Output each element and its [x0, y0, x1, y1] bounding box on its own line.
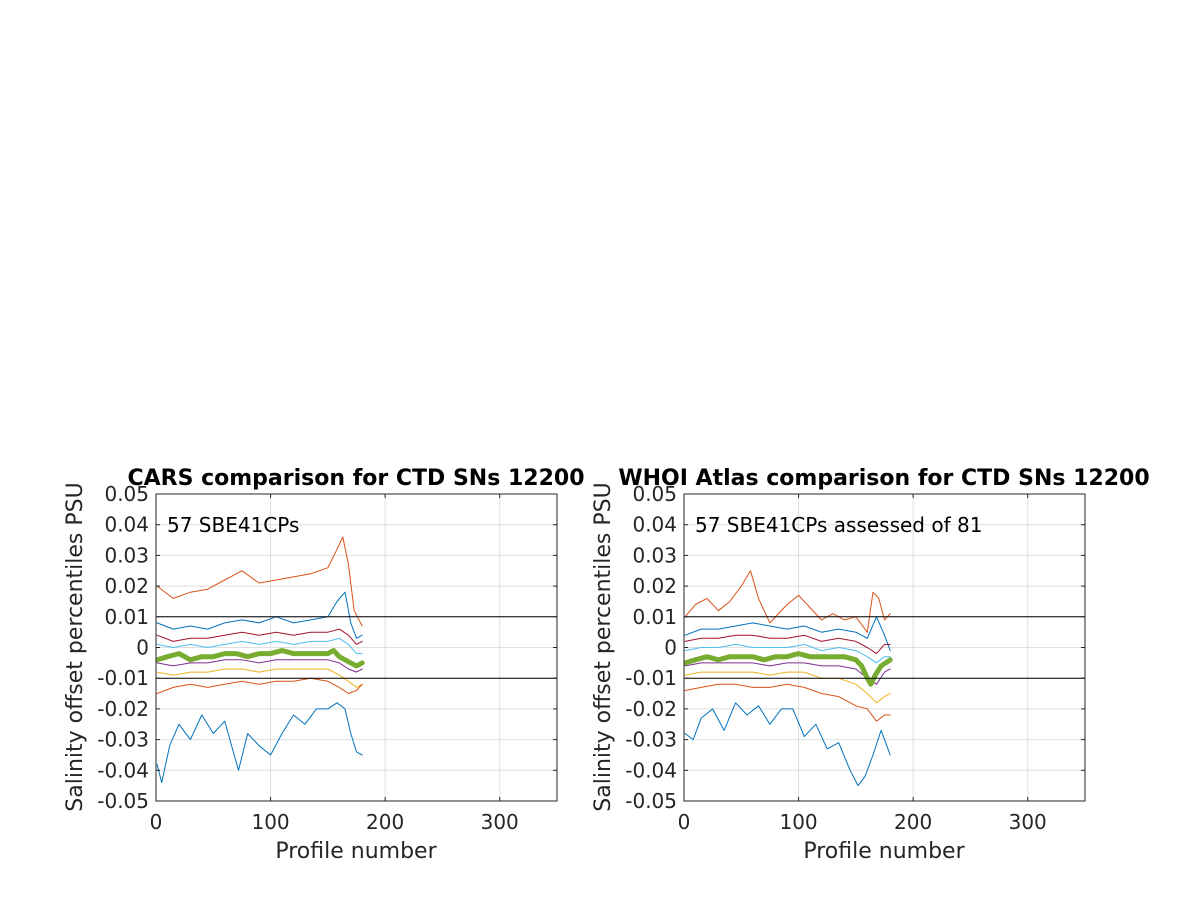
percentile-series-line [684, 671, 891, 704]
x-tick-label: 0 [150, 810, 163, 834]
percentile-series-line [156, 702, 363, 784]
y-tick-label: -0.05 [625, 789, 677, 813]
y-tick-label: -0.02 [97, 697, 149, 721]
cars-plot-title: CARS comparison for CTD SNs 12200 [127, 466, 584, 491]
percentile-series-line [156, 536, 363, 627]
x-tick-label: 100 [251, 810, 289, 834]
y-tick-label: -0.04 [97, 758, 149, 782]
percentile-series-line [684, 616, 891, 652]
y-tick-label: -0.02 [625, 697, 677, 721]
y-tick-label: 0.01 [104, 605, 149, 629]
y-tick-label: 0.03 [632, 543, 677, 567]
x-tick-label: 200 [894, 810, 932, 834]
percentile-series-line [156, 668, 363, 688]
percentile-series-line [684, 683, 891, 722]
plot-area-layer: 0 100 200 300 -0.05 -0.04 -0.03 -0.02 -0.01 0 0.01… [97, 482, 558, 834]
percentile-series-line [684, 643, 891, 664]
whoi-atlas-comparison-plot: 0 100 200 300 -0.05 -0.04 -0.03 -0.02 -0.01 0 0.01… [591, 466, 1150, 864]
x-tick-label: 300 [481, 810, 519, 834]
cars-y-axis-label: Salinity offset percentiles PSU [63, 482, 88, 811]
y-tick-label: 0.02 [632, 574, 677, 598]
median-series-line [684, 651, 893, 687]
series-clip [684, 570, 893, 787]
percentile-series-line [684, 634, 891, 655]
whoi-x-axis-label: Profile number [803, 839, 965, 864]
y-tick-label: 0 [136, 636, 149, 660]
percentile-series-line [156, 677, 363, 694]
x-tick-label: 200 [366, 810, 404, 834]
percentile-series-line [156, 591, 363, 639]
y-tick-label: -0.03 [97, 728, 149, 752]
percentile-series-line [684, 570, 891, 633]
x-tick-label: 100 [779, 810, 817, 834]
y-tick-label: 0.05 [104, 482, 149, 506]
whoi-annotation: 57 SBE41CPs assessed of 81 [695, 513, 982, 537]
x-tick-label: 0 [678, 810, 691, 834]
y-tick-label: -0.01 [97, 666, 149, 690]
percentile-series-line [156, 628, 363, 645]
cars-annotation: 57 SBE41CPs [167, 513, 299, 537]
y-tick-label: 0 [664, 636, 677, 660]
whoi-y-axis-label: Salinity offset percentiles PSU [591, 482, 616, 811]
cars-comparison-plot: 0 100 200 300 -0.05 -0.04 -0.03 -0.02 -0.01 0 0.01… [63, 466, 585, 864]
y-tick-label: 0.05 [632, 482, 677, 506]
y-tick-label: 0.01 [632, 605, 677, 629]
percentile-series-line [156, 659, 363, 673]
percentile-series-line [684, 702, 891, 787]
y-tick-label: -0.03 [625, 728, 677, 752]
x-tick-label: 300 [1009, 810, 1047, 834]
percentile-series-line [156, 637, 363, 655]
y-tick-label: 0.04 [104, 513, 149, 537]
series-clip [156, 536, 365, 784]
y-tick-label: 0.03 [104, 543, 149, 567]
y-tick-label: -0.05 [97, 789, 149, 813]
whoi-plot-title: WHOI Atlas comparison for CTD SNs 12200 [618, 466, 1149, 491]
y-tick-label: 0.04 [632, 513, 677, 537]
cars-x-axis-label: Profile number [275, 839, 437, 864]
y-tick-label: 0.02 [104, 574, 149, 598]
y-tick-label: -0.04 [625, 758, 677, 782]
median-series-line [156, 648, 365, 669]
plot-area-layer: 0 100 200 300 -0.05 -0.04 -0.03 -0.02 -0.01 0 0.01… [625, 482, 1086, 834]
y-tick-label: -0.01 [625, 666, 677, 690]
